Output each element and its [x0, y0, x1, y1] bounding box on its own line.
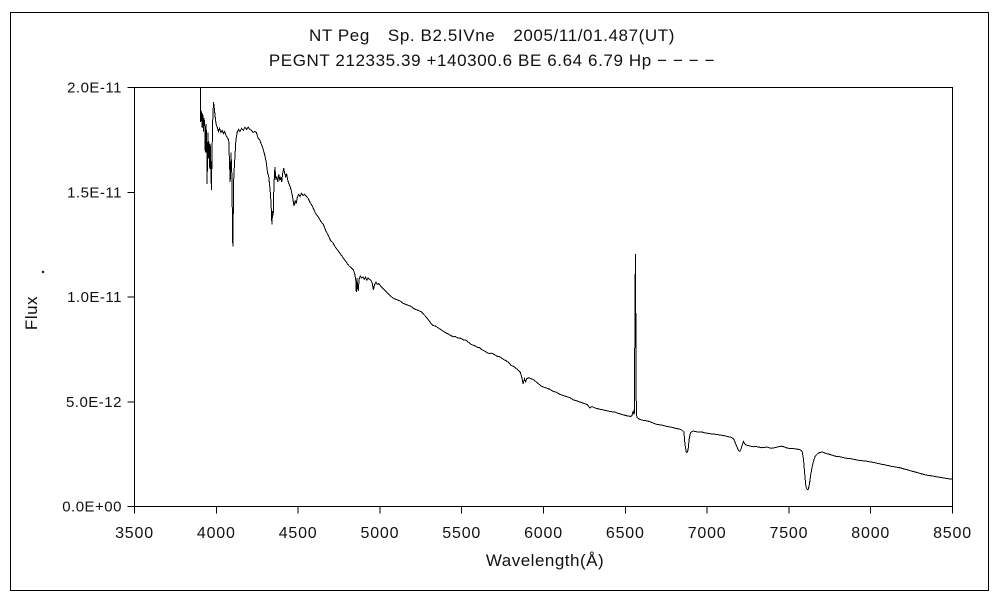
x-axis-tick-label: 7500 [770, 525, 809, 542]
x-axis-ticks [134, 506, 953, 514]
y-axis-tick-label: 1.5E-11 [67, 184, 122, 201]
plot-frame [134, 87, 953, 507]
observation-date: 2005/11/01.487(UT) [513, 26, 676, 45]
stray-dot-artifact [41, 270, 45, 274]
spectral-type: Sp. B2.5IVne [387, 26, 496, 45]
x-axis-tick-label: 5500 [442, 525, 481, 542]
x-axis-tick-label: 6500 [606, 525, 645, 542]
x-axis-tick-label: 8500 [933, 525, 972, 542]
y-axis-tick-label: 5.0E-12 [66, 394, 122, 411]
x-axis-tick-label: 4500 [279, 525, 318, 542]
x-axis-tick-label: 3500 [115, 525, 154, 542]
x-axis-tick-label: 6000 [524, 525, 563, 542]
y-axis-tick-labels: 0.0E+00 5.0E-12 1.0E-11 1.5E-11 2.0E-11 [62, 80, 122, 516]
spectrum-trace [199, 87, 953, 491]
y-axis-title: Flux [22, 296, 41, 330]
x-axis-tick-label: 4000 [197, 525, 236, 542]
x-axis-title: Wavelength(Å) [486, 551, 604, 570]
x-axis-tick-label: 7000 [688, 525, 727, 542]
title-line-1: NT Peg Sp. B2.5IVne 2005/11/01.487(UT) [0, 26, 992, 46]
y-axis-ticks [127, 87, 135, 507]
y-axis-tick-label: 0.0E+00 [62, 499, 122, 516]
x-axis-tick-label: 8000 [851, 525, 890, 542]
x-axis-tick-label: 5000 [361, 525, 400, 542]
y-axis-tick-label: 1.0E-11 [67, 289, 122, 306]
x-axis-tick-labels: 3500 4000 4500 5000 5500 6000 6500 7000 7500 8000… [115, 525, 972, 542]
y-axis-tick-label: 2.0E-11 [67, 80, 122, 97]
outer-border [10, 12, 989, 591]
star-name: NT Peg [308, 26, 370, 45]
catalog-info: PEGNT 212335.39 +140300.6 BE 6.64 6.79 H… [268, 51, 716, 70]
title-line-2: PEGNT 212335.39 +140300.6 BE 6.64 6.79 H… [0, 51, 992, 71]
